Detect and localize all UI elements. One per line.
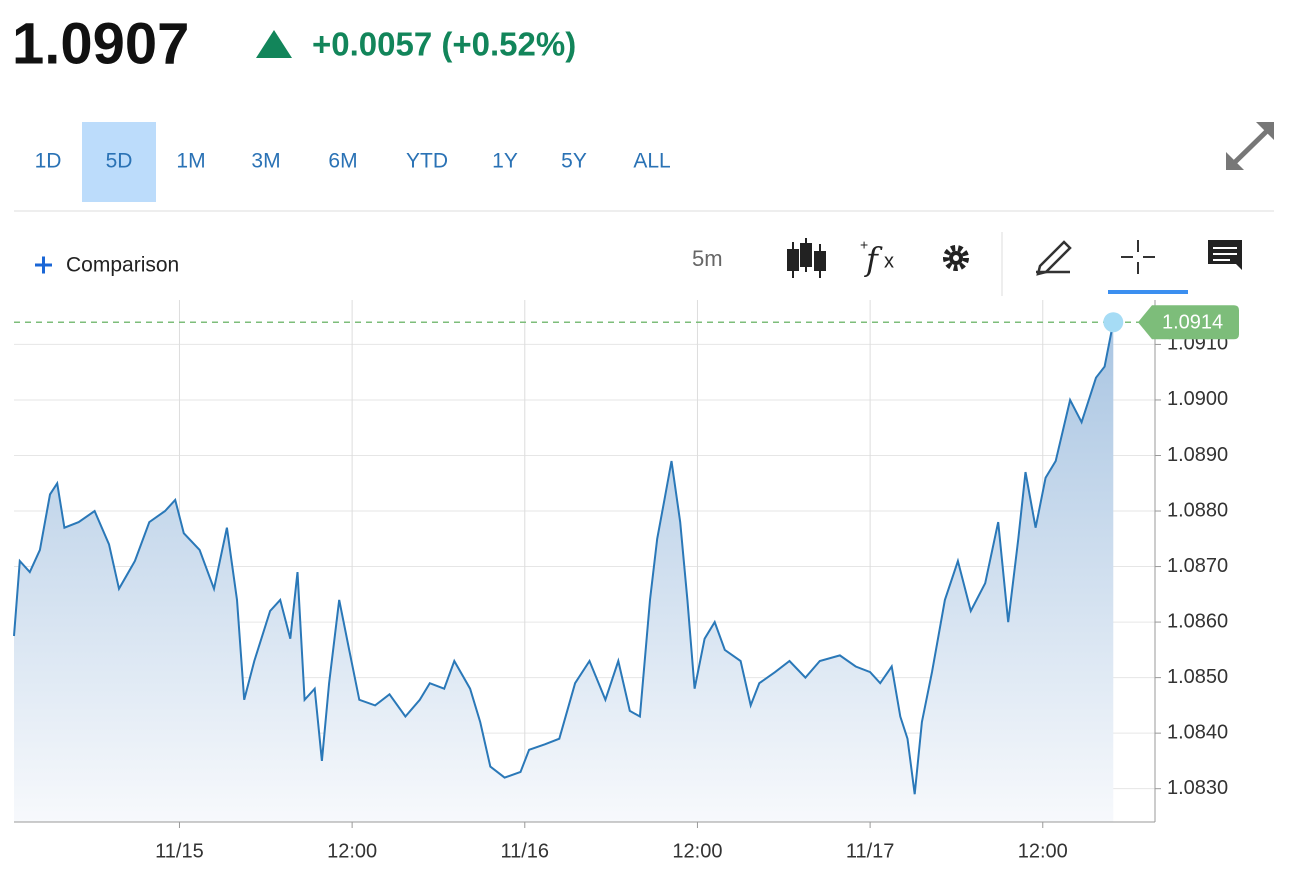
up-arrow bbox=[256, 30, 292, 58]
candle-icon[interactable] bbox=[787, 238, 826, 278]
x-tick-label: 12:00 bbox=[327, 840, 377, 862]
fx-icon[interactable]: + f x bbox=[860, 237, 894, 279]
comparison-label: Comparison bbox=[66, 254, 179, 277]
area-fill bbox=[14, 322, 1114, 822]
range-tab[interactable]: 3M bbox=[251, 150, 280, 173]
y-tick-label: 1.0890 bbox=[1167, 444, 1228, 466]
x-tick-label: 12:00 bbox=[1018, 840, 1068, 862]
range-tab[interactable]: 5Y bbox=[561, 150, 587, 173]
svg-text:f: f bbox=[864, 241, 883, 279]
y-tick-label: 1.0840 bbox=[1167, 721, 1228, 743]
y-tick-label: 1.0880 bbox=[1167, 499, 1228, 521]
y-tick-label: 1.0830 bbox=[1167, 777, 1228, 799]
comparison-button[interactable]: Comparison bbox=[35, 254, 179, 277]
range-tab[interactable]: 5D bbox=[106, 150, 133, 173]
range-tab[interactable]: 6M bbox=[328, 150, 357, 173]
x-tick-label: 11/16 bbox=[500, 840, 549, 862]
selected-tab-bg bbox=[82, 122, 156, 202]
x-tick-label: 11/17 bbox=[846, 840, 895, 862]
settings-icon[interactable] bbox=[943, 245, 969, 271]
range-tab[interactable]: 1M bbox=[176, 150, 205, 173]
last-price-label: 1.0914 bbox=[1162, 311, 1223, 333]
price: 1.0907 bbox=[12, 11, 189, 76]
range-tab[interactable]: YTD bbox=[406, 150, 448, 173]
last-price-tag bbox=[1138, 305, 1239, 340]
x-tick-label: 11/15 bbox=[155, 840, 204, 862]
range-tab[interactable]: 1D bbox=[35, 150, 62, 173]
price-line bbox=[13, 322, 1115, 795]
draw-icon[interactable] bbox=[1036, 240, 1072, 276]
notes-icon[interactable] bbox=[1208, 240, 1242, 270]
expand-icon[interactable] bbox=[1226, 122, 1274, 170]
y-tick-label: 1.0870 bbox=[1167, 555, 1228, 577]
y-tick-label: 1.0850 bbox=[1167, 666, 1228, 688]
x-tick-label: 12:00 bbox=[672, 840, 722, 862]
range-tab[interactable]: 1Y bbox=[492, 150, 518, 173]
svg-text:+: + bbox=[860, 237, 868, 253]
y-tick-label: 1.0860 bbox=[1167, 610, 1228, 632]
y-tick-label: 1.0900 bbox=[1167, 388, 1228, 410]
interval[interactable]: 5m bbox=[692, 246, 723, 271]
active-tool-underline bbox=[1108, 290, 1188, 294]
chart: 1.0830 1.0840 1.0850 1.0860 1.0870 1.0880 1.08… bbox=[13, 300, 1239, 862]
last-point bbox=[1103, 312, 1124, 333]
price-change: +0.0057 (+0.52%) bbox=[312, 26, 576, 63]
svg-text:x: x bbox=[884, 250, 894, 272]
range-tabs: 1D 5D 1M 3M 6M YTD 1Y 5Y ALL bbox=[35, 122, 671, 202]
crosshair-icon[interactable] bbox=[1121, 240, 1155, 274]
range-tab[interactable]: ALL bbox=[633, 150, 670, 173]
